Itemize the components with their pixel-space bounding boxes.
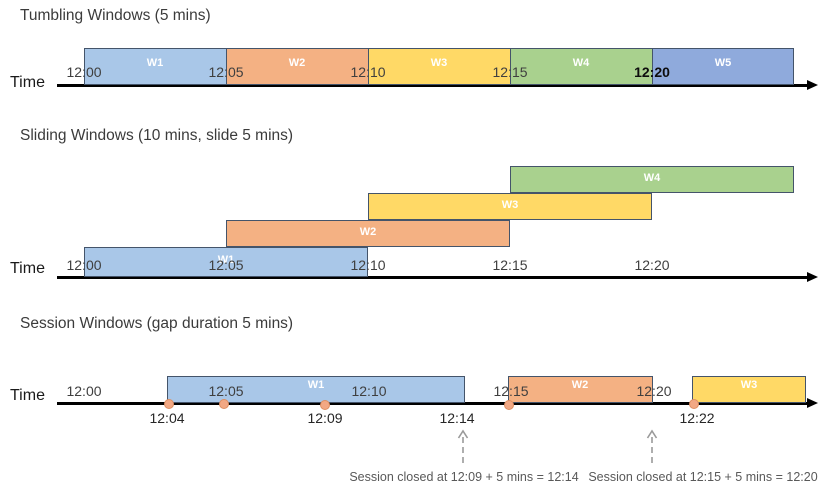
session-section-title: Session Windows (gap duration 5 mins)	[20, 315, 294, 332]
tumbling-tick-1210: 12:10	[350, 64, 386, 80]
event-dot-1215	[504, 400, 514, 410]
session-tick-1205: 12:05	[208, 383, 244, 399]
session-tick-1210: 12:10	[351, 383, 387, 399]
session-window-w2	[508, 376, 653, 403]
event-dot-1222	[689, 399, 699, 409]
session-time-axis	[57, 402, 808, 405]
session-time-axis-label: Time	[10, 387, 45, 404]
sliding-tick-1205: 12:05	[208, 257, 244, 273]
session-window-w3	[692, 376, 806, 403]
tumbling-window-w2	[226, 48, 369, 85]
tumbling-axis-arrowhead-icon	[807, 80, 818, 90]
event-time-label-1204: 12:04	[149, 410, 185, 426]
sliding-window-w3	[368, 193, 652, 220]
session-tick-1200: 12:00	[66, 383, 102, 399]
session-window-label: W3	[740, 379, 758, 391]
tumbling-window-w4	[510, 48, 653, 85]
session-window-w1	[167, 376, 465, 403]
tumbling-window-label: W4	[572, 57, 590, 69]
event-dot-1209	[320, 400, 330, 410]
close-time-label-1214: 12:14	[439, 410, 475, 426]
session-axis-arrowhead-icon	[807, 398, 818, 408]
tumbling-window-w1	[84, 48, 227, 85]
sliding-tick-1200: 12:00	[66, 257, 102, 273]
tumbling-time-axis	[57, 84, 808, 87]
tumbling-window-label: W5	[714, 57, 732, 69]
sliding-window-w2	[226, 220, 510, 247]
sliding-window-w4	[510, 166, 794, 193]
sliding-tick-1220: 12:20	[634, 257, 670, 273]
tumbling-window-label: W1	[146, 57, 164, 69]
tumbling-tick-1220: 12:20	[634, 64, 670, 80]
sliding-window-label: W2	[359, 226, 377, 238]
tumbling-tick-1205: 12:05	[208, 64, 244, 80]
tumbling-window-label: W3	[430, 57, 448, 69]
tumbling-tick-1200: 12:00	[66, 64, 102, 80]
session-close-arrow-icon	[646, 429, 658, 464]
sliding-window-w1	[84, 247, 368, 277]
session-tick-1215: 12:15	[493, 383, 529, 399]
sliding-tick-1215: 12:15	[492, 257, 528, 273]
session-close-arrow-icon	[457, 429, 469, 464]
event-dot-1204	[164, 399, 174, 409]
tumbling-section-title: Tumbling Windows (5 mins)	[20, 7, 211, 24]
sliding-time-axis	[57, 276, 808, 279]
tumbling-window-w5	[652, 48, 794, 85]
sliding-window-label: W4	[643, 172, 661, 184]
session-closed-note-1: Session closed at 12:09 + 5 mins = 12:14	[349, 470, 579, 484]
tumbling-window-label: W2	[288, 57, 306, 69]
session-window-label: W1	[307, 379, 325, 391]
event-dot-1205	[219, 399, 229, 409]
sliding-tick-1210: 12:10	[350, 257, 386, 273]
event-time-label-1222: 12:22	[679, 410, 715, 426]
sliding-time-axis-label: Time	[10, 260, 45, 277]
sliding-section-title: Sliding Windows (10 mins, slide 5 mins)	[20, 127, 294, 144]
event-time-label-1209: 12:09	[307, 410, 343, 426]
sliding-window-label: W1	[217, 254, 235, 266]
session-closed-note-2: Session closed at 12:15 + 5 mins = 12:20	[588, 470, 818, 484]
sliding-window-label: W3	[501, 199, 519, 211]
sliding-axis-arrowhead-icon	[807, 272, 818, 282]
session-tick-1220: 12:20	[636, 383, 672, 399]
tumbling-tick-1215: 12:15	[492, 64, 528, 80]
session-window-label: W2	[571, 379, 589, 391]
tumbling-time-axis-label: Time	[10, 74, 45, 91]
